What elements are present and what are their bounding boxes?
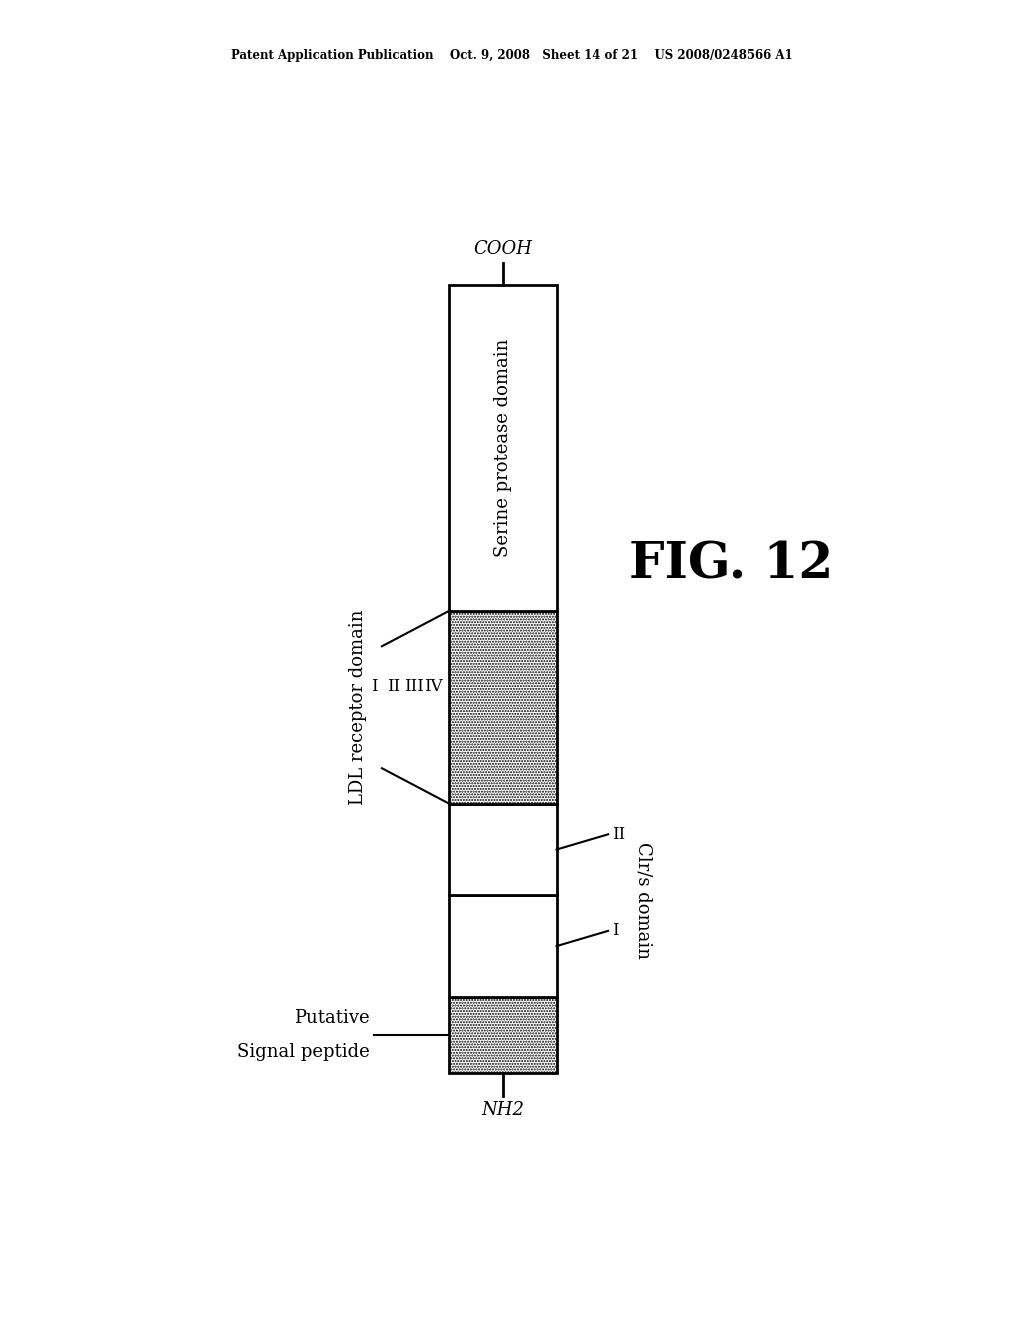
Text: Clr/s domain: Clr/s domain (635, 842, 653, 958)
Text: FIG. 12: FIG. 12 (629, 540, 834, 590)
Text: LDL receptor domain: LDL receptor domain (349, 610, 368, 805)
Text: Serine protease domain: Serine protease domain (494, 339, 512, 557)
Text: I: I (612, 923, 618, 940)
Text: III: III (403, 678, 424, 696)
Text: Patent Application Publication    Oct. 9, 2008   Sheet 14 of 21    US 2008/02485: Patent Application Publication Oct. 9, 2… (231, 49, 793, 62)
Bar (450, 804, 557, 895)
Text: Signal peptide: Signal peptide (238, 1043, 370, 1061)
Text: II: II (612, 826, 626, 842)
Text: IV: IV (424, 678, 442, 696)
Text: NH2: NH2 (481, 1101, 524, 1118)
Text: COOH: COOH (473, 240, 532, 257)
Text: I: I (371, 678, 377, 696)
Bar (450, 285, 557, 611)
Bar (450, 611, 557, 804)
Bar (450, 997, 557, 1073)
Bar (450, 895, 557, 997)
Text: II: II (387, 678, 400, 696)
Text: Putative: Putative (295, 1008, 370, 1027)
